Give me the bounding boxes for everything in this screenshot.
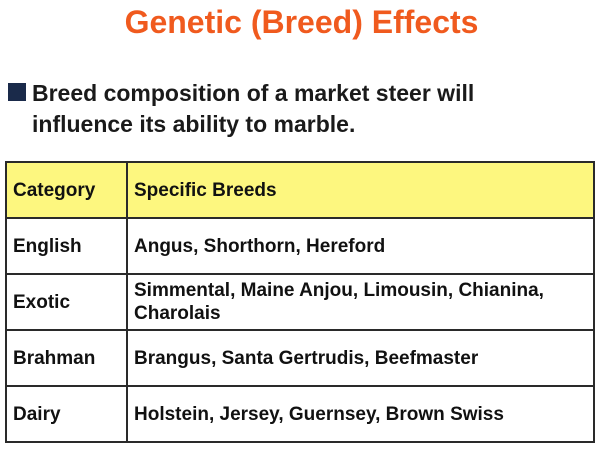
table-row: Brahman Brangus, Santa Gertrudis, Beefma…: [5, 329, 595, 387]
table-row: Dairy Holstein, Jersey, Guernsey, Brown …: [5, 385, 595, 443]
table-row: English Angus, Shorthorn, Hereford: [5, 217, 595, 275]
breeds-cell: Holstein, Jersey, Guernsey, Brown Swiss: [126, 385, 595, 443]
breed-table: Category Specific Breeds English Angus, …: [5, 161, 595, 443]
category-cell: Brahman: [5, 329, 128, 387]
breeds-cell: Angus, Shorthorn, Hereford: [126, 217, 595, 275]
header-specific-breeds: Specific Breeds: [126, 161, 595, 219]
breeds-cell: Brangus, Santa Gertrudis, Beefmaster: [126, 329, 595, 387]
category-cell: Exotic: [5, 273, 128, 331]
category-cell: Dairy: [5, 385, 128, 443]
square-bullet-icon: [8, 83, 26, 101]
bullet-text: Breed composition of a market steer will…: [32, 80, 475, 137]
header-category: Category: [5, 161, 128, 219]
table-header-row: Category Specific Breeds: [5, 161, 595, 219]
breeds-cell: Simmental, Maine Anjou, Limousin, Chiani…: [126, 273, 595, 331]
table-row: Exotic Simmental, Maine Anjou, Limousin,…: [5, 273, 595, 331]
slide-title: Genetic (Breed) Effects: [124, 4, 479, 40]
category-cell: English: [5, 217, 128, 275]
